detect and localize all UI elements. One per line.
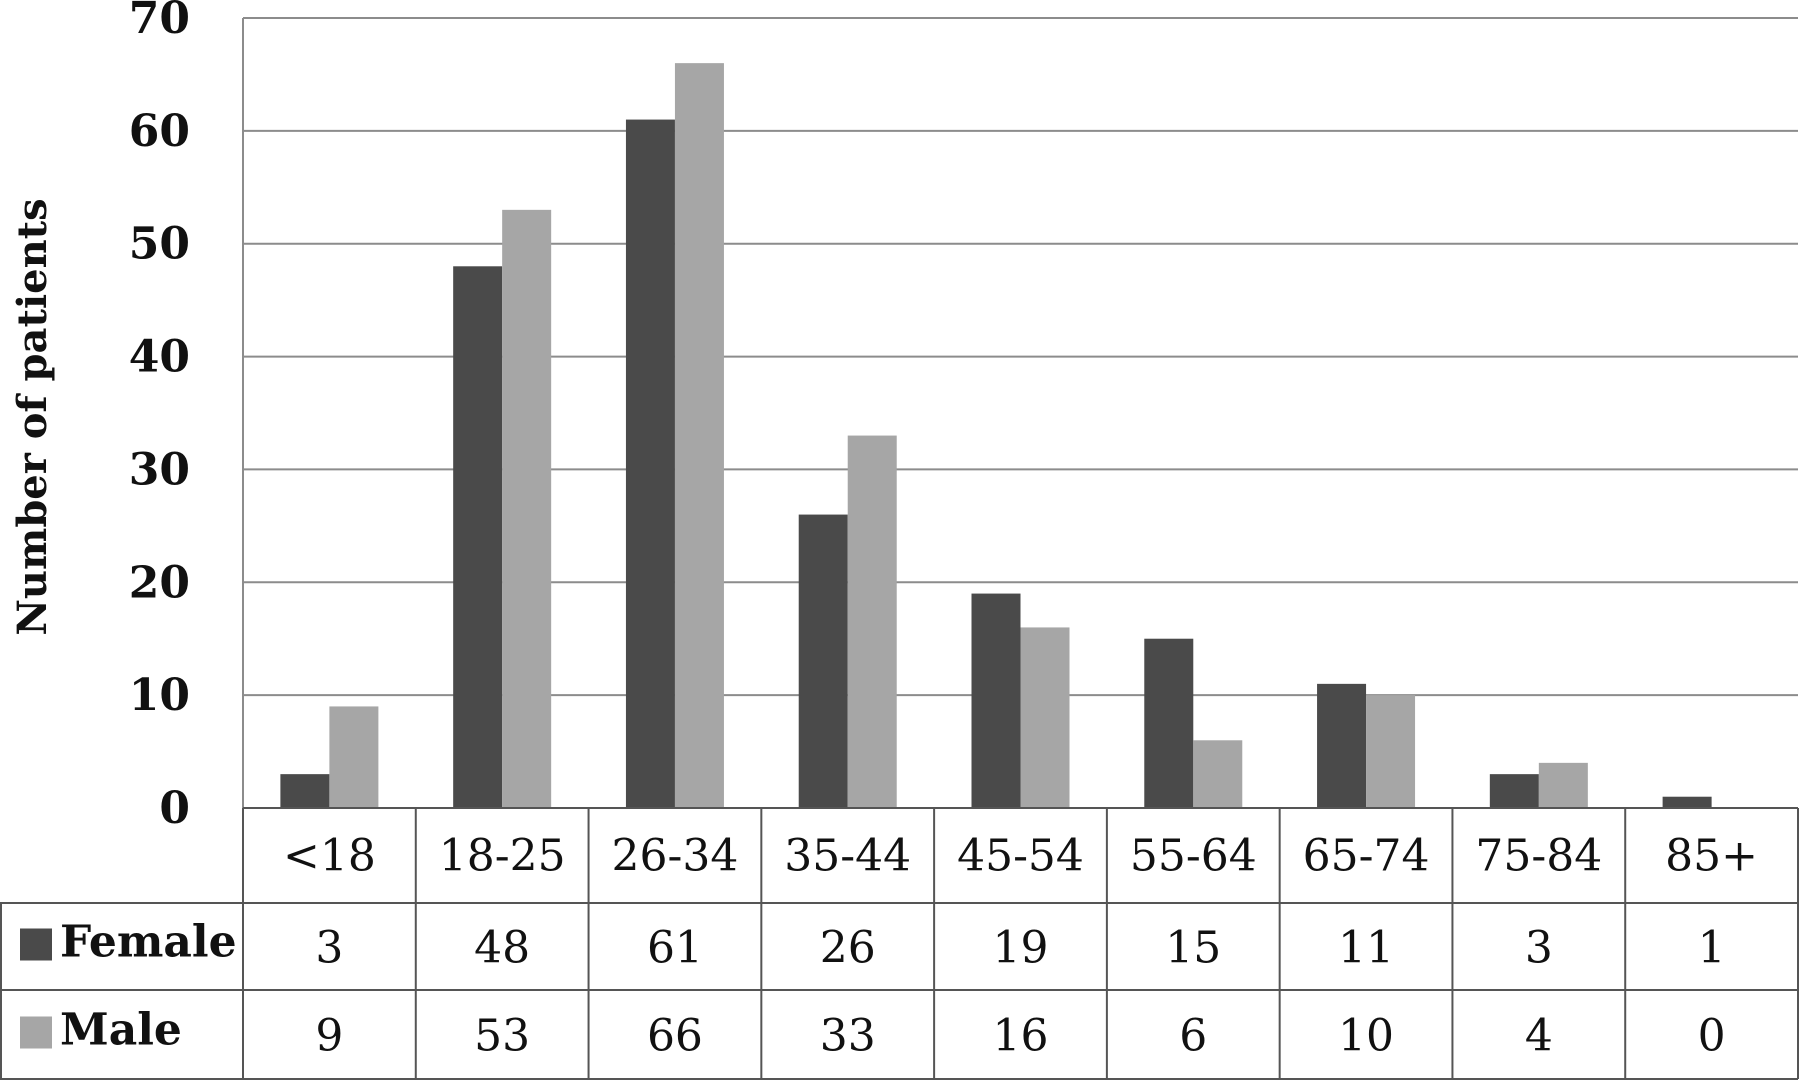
legend-label-female: Female [60,917,237,968]
data-label-male: 0 [1698,1011,1726,1062]
bars [280,63,1712,809]
data-label-male: 53 [474,1011,530,1062]
y-axis-label: Number of patients [9,198,56,635]
y-tick-label: 40 [129,332,190,383]
category-label: 26-34 [612,831,739,882]
data-label-female: 3 [1525,923,1553,974]
bar-male-2 [674,63,724,808]
bar-male-3 [847,435,897,808]
y-tick-label: 10 [129,670,190,721]
data-label-female: 48 [474,923,530,974]
bar-female-0 [280,774,330,808]
y-tick-label: 60 [129,106,190,157]
bar-female-4 [971,593,1021,808]
legend-swatch-male [20,1016,52,1049]
bar-male-5 [1193,740,1243,808]
category-label: 45-54 [957,831,1084,882]
data-label-male: 6 [1179,1011,1207,1062]
data-label-male: 4 [1525,1011,1553,1062]
data-label-female: 11 [1338,923,1394,974]
bar-male-4 [1020,627,1070,808]
data-label-female: 3 [315,923,343,974]
category-label: 75-84 [1475,831,1602,882]
y-tick-label: 70 [129,0,190,44]
bar-female-3 [798,514,848,808]
category-label: 55-64 [1130,831,1257,882]
bar-female-7 [1489,774,1539,808]
data-label-male: 10 [1338,1011,1394,1062]
data-label-female: 26 [820,923,876,974]
bar-female-2 [625,119,675,809]
category-label: 18-25 [439,831,566,882]
bar-female-8 [1662,796,1712,808]
data-label-female: 15 [1165,923,1221,974]
category-label: 35-44 [784,831,911,882]
bar-male-6 [1366,695,1416,808]
legend-swatch-female [20,928,52,961]
bar-female-5 [1144,638,1194,808]
data-label-male: 33 [820,1011,876,1062]
bar-female-6 [1317,683,1367,808]
data-table: <18 18-25 26-34 35-44 45-54 55-64 65-74 75-84 85… [0,807,1799,1080]
data-label-female: 1 [1698,923,1726,974]
bar-male-0 [329,706,379,808]
bar-male-1 [502,209,552,808]
data-label-female: 19 [993,923,1049,974]
category-label: <18 [283,831,376,882]
y-tick-label: 50 [129,219,190,270]
y-axis-ticks: 0 10 20 30 40 50 60 70 [129,0,190,834]
data-label-male: 16 [993,1011,1049,1062]
bar-male-7 [1538,762,1588,808]
category-label: 65-74 [1303,831,1430,882]
data-label-female: 61 [647,923,703,974]
y-tick-label: 0 [159,783,190,834]
bar-female-1 [453,266,503,808]
y-tick-label: 20 [129,557,190,608]
y-tick-label: 30 [129,444,190,495]
legend-label-male: Male [60,1005,182,1056]
category-label: 85+ [1665,831,1758,882]
data-label-male: 66 [647,1011,703,1062]
data-label-male: 9 [315,1011,343,1062]
